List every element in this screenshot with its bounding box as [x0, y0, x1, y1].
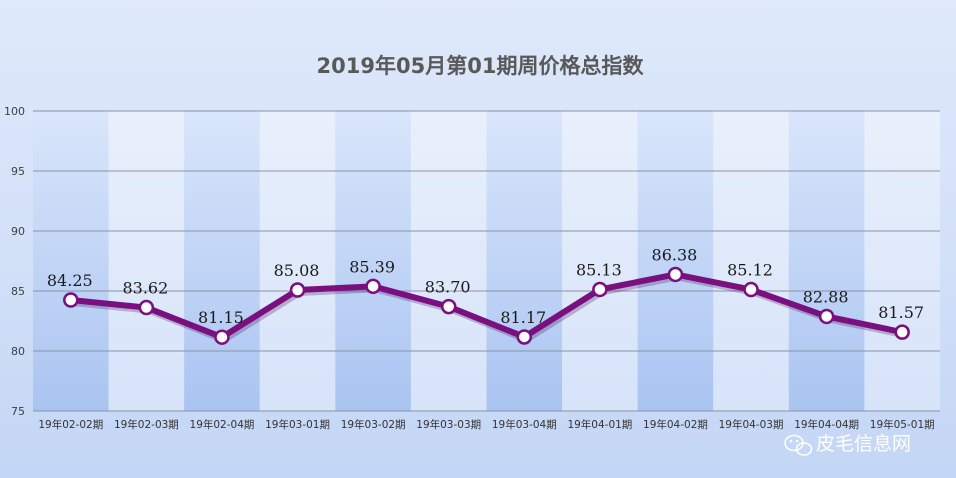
y-axis-ticks: 75 80 85 90 95 100 — [4, 105, 25, 418]
data-label: 82.88 — [803, 287, 849, 306]
watermark-text: 皮毛信息网 — [816, 433, 911, 455]
category-bands — [33, 111, 940, 411]
category-band — [335, 111, 411, 411]
y-tick-label: 85 — [11, 285, 25, 298]
x-tick-label: 19年04-01期 — [567, 418, 632, 431]
data-point — [818, 308, 835, 325]
chart-title: 2019年05月第01期周价格总指数 — [317, 54, 645, 78]
category-band — [637, 111, 714, 411]
y-tick-label: 100 — [4, 105, 25, 118]
category-band — [713, 111, 789, 411]
category-band — [864, 111, 940, 411]
data-label: 83.70 — [425, 278, 471, 297]
data-label: 81.57 — [878, 303, 924, 322]
series-line-group — [67, 271, 908, 344]
x-tick-label: 19年03-03期 — [416, 418, 481, 431]
data-point — [138, 299, 155, 316]
gridlines — [33, 110, 940, 412]
markers-group — [63, 266, 910, 345]
data-point — [63, 292, 79, 308]
x-tick-label: 19年02-02期 — [38, 418, 103, 431]
data-label: 85.13 — [576, 260, 622, 279]
category-band — [562, 111, 638, 411]
data-label: 85.39 — [349, 257, 395, 276]
category-band — [410, 111, 487, 411]
data-point — [214, 329, 230, 345]
data-label: 81.15 — [198, 308, 244, 327]
category-band — [108, 111, 185, 411]
x-tick-label: 19年02-04期 — [190, 418, 255, 431]
x-tick-label: 19年02-03期 — [114, 418, 179, 431]
category-band — [259, 111, 336, 411]
x-tick-label: 19年04-04期 — [794, 418, 859, 431]
data-label: 86.38 — [652, 245, 698, 264]
y-tick-label: 75 — [11, 405, 25, 418]
data-label: 85.08 — [274, 261, 320, 280]
x-tick-label: 19年03-01期 — [265, 418, 330, 431]
data-point — [289, 282, 306, 298]
wechat-icon — [784, 434, 813, 456]
data-point — [894, 324, 910, 340]
x-tick-label: 19年04-03期 — [719, 418, 784, 431]
data-label: 83.62 — [122, 279, 168, 298]
data-point — [743, 281, 759, 298]
data-point — [516, 329, 533, 345]
data-point — [365, 278, 381, 295]
category-band — [486, 111, 563, 411]
watermark: 皮毛信息网 — [784, 433, 911, 456]
x-tick-label: 19年04-02期 — [643, 418, 708, 431]
category-band — [33, 111, 109, 411]
y-tick-label: 90 — [11, 225, 25, 238]
data-point — [592, 281, 608, 298]
category-band — [184, 111, 260, 411]
data-label: 84.25 — [47, 271, 93, 290]
data-point — [440, 298, 457, 315]
data-label: 81.17 — [500, 308, 546, 327]
data-labels-group: 84.25 83.62 81.15 85.08 85.39 83.70 81.17 85.13… — [47, 245, 924, 327]
x-axis-ticks: 19年02-02期 19年02-03期 19年02-04期 19年03-01期 19年0… — [38, 418, 934, 431]
x-tick-label: 19年05-01期 — [870, 418, 935, 431]
data-point — [667, 266, 684, 283]
data-label: 85.12 — [727, 261, 773, 280]
y-tick-label: 80 — [11, 345, 25, 358]
series-line — [67, 271, 906, 341]
category-band — [788, 111, 865, 411]
y-tick-label: 95 — [11, 165, 25, 178]
x-tick-label: 19年03-02期 — [341, 418, 406, 431]
x-tick-label: 19年03-04期 — [492, 418, 557, 431]
